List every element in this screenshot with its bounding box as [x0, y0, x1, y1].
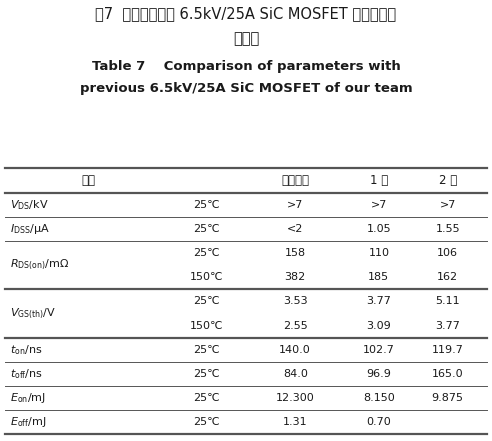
Text: <2: <2 [287, 224, 304, 234]
Text: 25℃: 25℃ [193, 393, 220, 403]
Text: 3.77: 3.77 [367, 296, 391, 306]
Text: 数对比: 数对比 [233, 31, 259, 46]
Text: 25℃: 25℃ [193, 296, 220, 306]
Text: 5.11: 5.11 [435, 296, 460, 306]
Text: $I_\mathrm{DSS}$/μA: $I_\mathrm{DSS}$/μA [10, 222, 50, 236]
Text: $V_\mathrm{GS(th)}$/V: $V_\mathrm{GS(th)}$/V [10, 306, 56, 321]
Text: >7: >7 [439, 200, 456, 210]
Text: 25℃: 25℃ [193, 369, 220, 379]
Text: 84.0: 84.0 [283, 369, 308, 379]
Text: >7: >7 [287, 200, 304, 210]
Text: 25℃: 25℃ [193, 200, 220, 210]
Text: 162: 162 [437, 272, 458, 282]
Text: 25℃: 25℃ [193, 417, 220, 427]
Text: 110: 110 [369, 248, 389, 258]
Text: 102.7: 102.7 [363, 345, 395, 355]
Text: 165.0: 165.0 [432, 369, 463, 379]
Text: 96.9: 96.9 [367, 369, 391, 379]
Text: 表7  与本团队前代 6.5kV/25A SiC MOSFET 模块部分参: 表7 与本团队前代 6.5kV/25A SiC MOSFET 模块部分参 [95, 7, 397, 22]
Text: 25℃: 25℃ [193, 345, 220, 355]
Text: $t_\mathrm{on}$/ns: $t_\mathrm{on}$/ns [10, 343, 42, 357]
Text: 382: 382 [284, 272, 306, 282]
Text: Table 7    Comparison of parameters with: Table 7 Comparison of parameters with [92, 60, 400, 72]
Text: 140.0: 140.0 [279, 345, 311, 355]
Text: 150℃: 150℃ [190, 272, 223, 282]
Text: $E_\mathrm{off}$/mJ: $E_\mathrm{off}$/mJ [10, 415, 46, 429]
Text: 0.70: 0.70 [367, 417, 391, 427]
Text: 150℃: 150℃ [190, 321, 223, 331]
Text: 3.53: 3.53 [283, 296, 308, 306]
Text: 9.875: 9.875 [431, 393, 464, 403]
Text: 3.77: 3.77 [435, 321, 460, 331]
Text: >7: >7 [370, 200, 387, 210]
Text: 12.300: 12.300 [276, 393, 314, 403]
Text: 185: 185 [369, 272, 389, 282]
Text: 1.55: 1.55 [435, 224, 460, 234]
Text: 2 号: 2 号 [438, 174, 457, 187]
Text: $E_\mathrm{on}$/mJ: $E_\mathrm{on}$/mJ [10, 391, 46, 405]
Text: 158: 158 [285, 248, 306, 258]
Text: $V_\mathrm{DS}$/kV: $V_\mathrm{DS}$/kV [10, 198, 48, 212]
Text: 119.7: 119.7 [432, 345, 463, 355]
Text: 8.150: 8.150 [363, 393, 395, 403]
Text: 1.05: 1.05 [367, 224, 391, 234]
Text: previous 6.5kV/25A SiC MOSFET of our team: previous 6.5kV/25A SiC MOSFET of our tea… [80, 82, 412, 95]
Text: 2.55: 2.55 [283, 321, 308, 331]
Text: 3.09: 3.09 [367, 321, 391, 331]
Text: $t_\mathrm{off}$/ns: $t_\mathrm{off}$/ns [10, 367, 43, 381]
Text: 25℃: 25℃ [193, 224, 220, 234]
Text: 前代模块: 前代模块 [281, 174, 309, 187]
Text: 25℃: 25℃ [193, 248, 220, 258]
Text: 1 号: 1 号 [369, 174, 388, 187]
Text: 106: 106 [437, 248, 458, 258]
Text: 参数: 参数 [82, 174, 95, 187]
Text: $R_\mathrm{DS(on)}$/mΩ: $R_\mathrm{DS(on)}$/mΩ [10, 258, 69, 273]
Text: 1.31: 1.31 [283, 417, 308, 427]
